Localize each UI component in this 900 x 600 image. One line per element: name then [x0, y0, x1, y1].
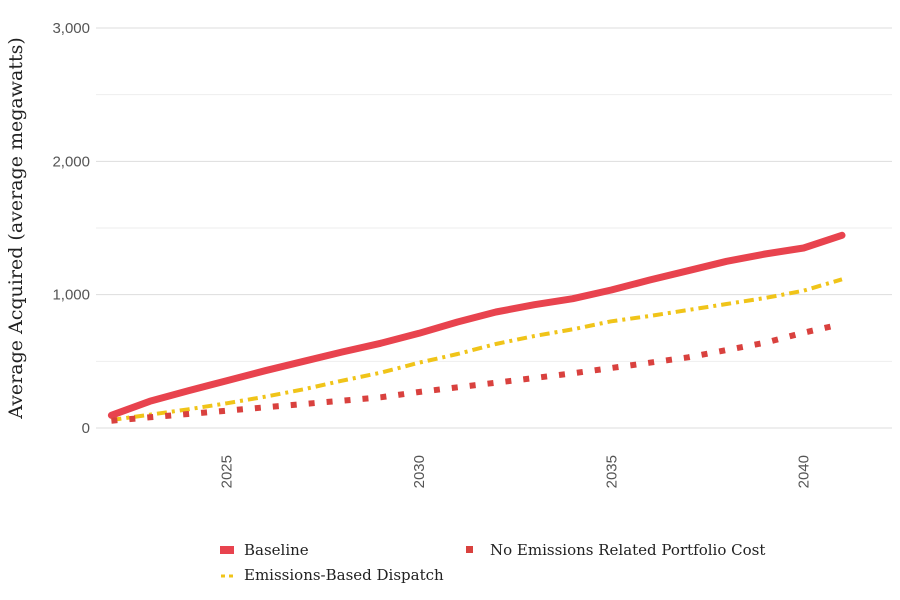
series-line-no-emissions-related-portfolio-cost	[111, 321, 843, 424]
legend-label: No Emissions Related Portfolio Cost	[490, 541, 765, 559]
y-tick-label: 1,000	[52, 287, 90, 304]
x-tick-label: 2035	[603, 455, 620, 488]
x-tick-label: 2040	[796, 455, 813, 488]
series-line-baseline	[107, 231, 846, 419]
y-tick-label: 0	[82, 420, 90, 437]
y-tick-label: 3,000	[52, 20, 90, 37]
legend-label: Emissions-Based Dispatch	[244, 566, 444, 584]
y-axis-ticks: 0 1,000 2,000 3,000	[52, 20, 90, 437]
x-axis-ticks: 2025 2030 2035 2040	[219, 455, 813, 488]
legend-item: Emissions-Based Dispatch	[221, 566, 444, 584]
legend-swatch	[220, 546, 234, 554]
legend: Baseline Emissions-Based Dispatch No Emiss…	[220, 541, 765, 584]
legend-item: No Emissions Related Portfolio Cost	[466, 541, 765, 559]
y-axis-title: Average Acquired (average megawatts)	[5, 37, 27, 420]
x-tick-label: 2025	[219, 455, 236, 488]
legend-label: Baseline	[244, 541, 309, 559]
series-line-emissions-based-dispatch	[111, 277, 843, 422]
legend-item: Baseline	[220, 541, 309, 559]
legend-swatch	[466, 546, 473, 553]
gridlines	[96, 27, 892, 429]
y-tick-label: 2,000	[52, 153, 90, 170]
x-tick-label: 2030	[411, 455, 428, 488]
plot-area	[107, 231, 846, 424]
